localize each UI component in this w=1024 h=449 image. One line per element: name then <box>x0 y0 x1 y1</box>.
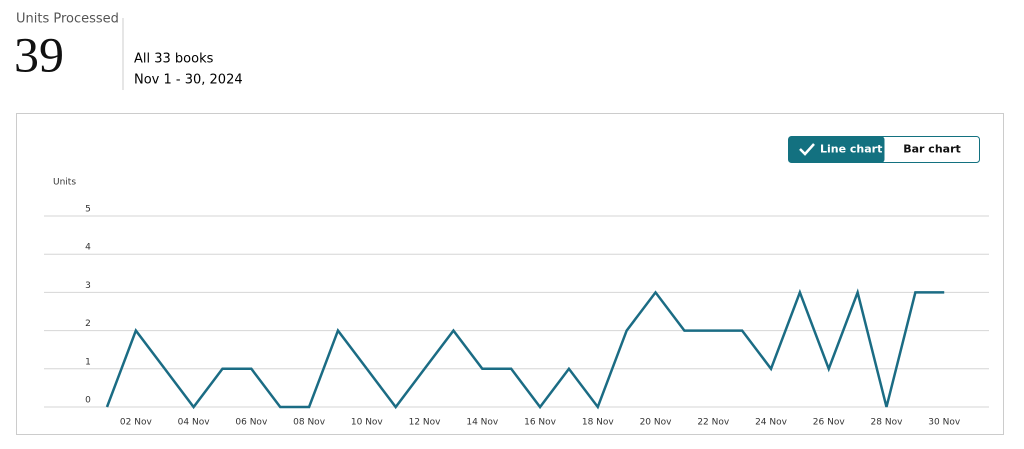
x-tick-label: 20 Nov <box>640 418 673 428</box>
x-tick-label: 16 Nov <box>524 418 557 428</box>
data-line <box>105 288 945 410</box>
metric-label: Units Processed <box>16 12 119 27</box>
y-tick-label: 1 <box>85 357 91 367</box>
x-tick-label: 06 Nov <box>235 418 268 428</box>
toggle[interactable]: Line chart Bar chart <box>788 136 980 163</box>
x-tick-label: 14 Nov <box>466 418 499 428</box>
y-tick-label: 4 <box>85 243 91 253</box>
x-tick-label: 02 Nov <box>120 418 153 428</box>
metric-value: 39 <box>14 26 64 82</box>
y-tick-label: 5 <box>85 205 91 215</box>
x-tick-label: 10 Nov <box>351 418 384 428</box>
y-tick-label: 0 <box>85 396 91 406</box>
toggle-selected[interactable] <box>788 136 885 163</box>
scope: All 33 books <box>134 52 214 67</box>
toggle-option[interactable]: Line chart <box>820 143 882 156</box>
y-axis-label: Units <box>53 178 76 188</box>
y-tick-label: 2 <box>85 319 91 329</box>
x-tick-label: 04 Nov <box>178 418 211 428</box>
x-tick-label: 28 Nov <box>871 418 904 428</box>
chart-panel <box>16 113 1004 435</box>
x-tick-label: 30 Nov <box>928 418 961 428</box>
date-range: Nov 1 - 30, 2024 <box>134 73 243 88</box>
y-tick-label: 3 <box>85 281 91 291</box>
x-tick-label: 18 Nov <box>582 418 615 428</box>
x-tick-label: 24 Nov <box>755 418 788 428</box>
x-tick-label: 08 Nov <box>293 418 326 428</box>
toggle-option[interactable]: Bar chart <box>903 143 961 156</box>
x-tick-label: 22 Nov <box>697 418 730 428</box>
x-tick-label: 12 Nov <box>409 418 442 428</box>
x-tick-label: 26 Nov <box>813 418 846 428</box>
check-icon <box>799 143 815 156</box>
